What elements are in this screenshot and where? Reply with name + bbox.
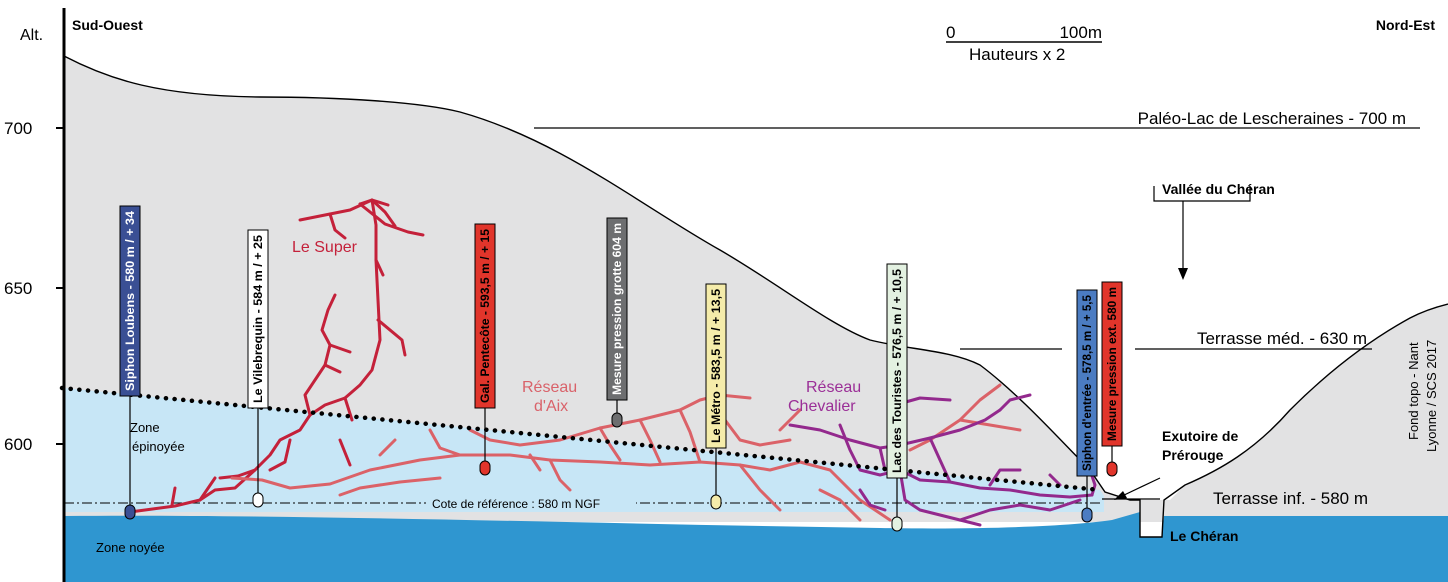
gauge-probe — [479, 460, 491, 476]
gauge-box — [247, 229, 269, 409]
zone-noyee — [64, 512, 1448, 582]
vallee-cheran-label: Vallée du Chéran — [1162, 181, 1275, 197]
label-sud-ouest: Sud-Ouest — [72, 17, 143, 33]
exutoire-label-2: Prérouge — [1162, 447, 1224, 463]
tick-label-700: 700 — [4, 119, 32, 138]
ground-outline — [63, 55, 1448, 538]
label-reseau-aix-2: d'Aix — [534, 398, 568, 415]
zone-noyee-label: Zone noyée — [96, 540, 165, 555]
piezometric-line — [59, 385, 1103, 493]
zone-epinoyee-label-1: Zone — [130, 420, 160, 435]
zone-epinoyee-label-2: épinoyée — [132, 439, 185, 454]
gauge-probe — [611, 412, 623, 428]
gauge-label: Le Métro - 583,5 m / + 13,5 — [709, 289, 723, 443]
label-reseau-chevalier-2: Chevalier — [788, 398, 856, 415]
vallee-bracket — [1153, 186, 1251, 202]
cheran-label: Le Chéran — [1170, 528, 1238, 544]
gauge-box — [886, 263, 908, 479]
reference-label: Cote de référence : 580 m NGF — [432, 497, 600, 511]
tick-label-650: 650 — [4, 279, 32, 298]
exutoire-label-1: Exutoire de — [1162, 428, 1238, 444]
vallee-arrow-icon — [1178, 268, 1188, 280]
gauge-label: Mesure pression grotte 604 m — [610, 223, 624, 395]
gauge-box — [705, 283, 727, 449]
axis-title: Alt. — [20, 27, 43, 44]
gauge-probe — [710, 494, 722, 510]
label-nord-est: Nord-Est — [1376, 17, 1435, 33]
paleo-lake-label: Paléo-Lac de Lescheraines - 700 m — [1138, 109, 1406, 128]
gauge-box — [1101, 281, 1123, 447]
gauge-group: Siphon Loubens - 580 m / + 34 Le Vilebreq… — [119, 205, 1123, 532]
credit-line-1: Fond topo - Nant — [1406, 342, 1421, 440]
gauge-probe — [1106, 461, 1118, 477]
gauge-box — [606, 217, 628, 401]
gauge-probe — [1081, 507, 1093, 523]
exutoire-arrow-icon — [1114, 491, 1127, 500]
scale-zero: 0 — [946, 23, 955, 42]
zone-epinoyee — [64, 388, 1104, 512]
scale-note: Hauteurs x 2 — [969, 45, 1065, 64]
gauge-probe — [252, 492, 264, 508]
gauge-probe — [891, 516, 903, 532]
terrasse-inf-label: Terrasse inf. - 580 m — [1213, 489, 1368, 508]
gauge-label: Gal. Pentecôte - 593,5 m / + 15 — [478, 229, 492, 403]
gauge-box — [474, 223, 496, 409]
terrasse-med-label: Terrasse méd. - 630 m — [1197, 329, 1367, 348]
label-reseau-chevalier-1: Réseau — [806, 379, 861, 396]
gauge-box — [1076, 289, 1098, 477]
tick-label-600: 600 — [4, 435, 32, 454]
exutoire-arrow-shaft — [1119, 477, 1161, 498]
gauge-box — [119, 205, 141, 397]
network-reseau-chevalier — [788, 393, 1097, 527]
label-reseau-aix-1: Réseau — [522, 379, 577, 396]
rock-mass — [64, 56, 1448, 522]
label-le-super: Le Super — [292, 239, 358, 256]
credit-line-2: Lyonne / SCS 2017 — [1424, 340, 1439, 452]
reference-label-bg — [426, 493, 636, 511]
gauge-label: Siphon d'entrée - 578,5 m / + 5,5 — [1080, 295, 1094, 471]
gauge-label: Mesure pression ext. 580 m — [1105, 287, 1119, 441]
gauge-probe — [124, 504, 136, 520]
network-le-super — [128, 198, 425, 514]
gauge-label: Lac des Touristes - 576,5 m / + 10,5 — [890, 269, 904, 473]
gauge-label: Siphon Loubens - 580 m / + 34 — [123, 211, 137, 391]
gauge-label: Le Vilebrequin - 584 m / + 25 — [251, 235, 265, 403]
scale-end: 100m — [1059, 23, 1102, 42]
